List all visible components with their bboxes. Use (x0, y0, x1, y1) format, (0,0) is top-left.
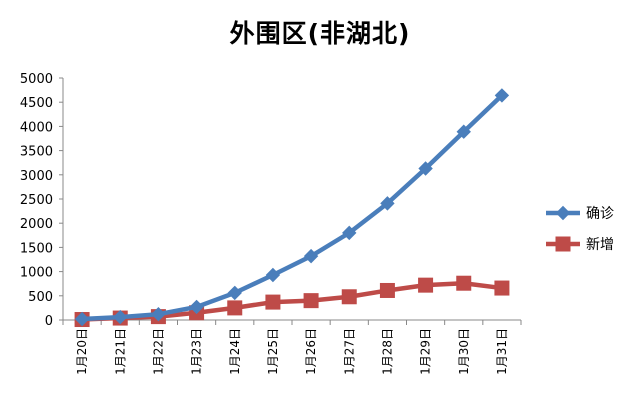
y-tick-label: 1000 (20, 266, 53, 281)
series-confirmed-point (342, 225, 357, 241)
y-tick-label: 4500 (20, 96, 53, 111)
x-tick-label: 1月21日 (113, 328, 127, 375)
y-tick-label: 3500 (20, 145, 53, 160)
series-new-point (379, 282, 395, 298)
chart-title: 外围区(非湖北) (229, 19, 411, 48)
series-new-point (494, 280, 510, 296)
y-tick-label: 0 (45, 314, 53, 329)
series-confirmed-point (265, 267, 281, 283)
x-tick-label: 1月28日 (380, 328, 394, 375)
x-tick-label: 1月22日 (151, 328, 165, 375)
series-new-point (341, 289, 357, 305)
series-group (74, 88, 510, 328)
y-tick-label: 500 (28, 290, 53, 305)
x-tick-label: 1月26日 (304, 328, 318, 375)
y-tick-label: 2500 (20, 193, 53, 208)
x-axis-ticks: 1月20日 1月21日 1月22日 1月23日 1月24日 1月25日 1月26日 1月27日… (62, 320, 522, 375)
x-tick-label: 1月29日 (419, 328, 433, 375)
legend-confirmed-marker (555, 205, 571, 221)
x-tick-label: 1月30日 (457, 328, 471, 375)
series-new-point (227, 300, 243, 316)
series-confirmed-point (303, 248, 319, 264)
series-confirmed-point (494, 88, 510, 103)
y-tick-label: 2000 (20, 217, 53, 232)
y-tick-label: 3000 (20, 169, 53, 184)
series-new-point (303, 293, 319, 309)
series-new-point (456, 275, 472, 291)
y-tick-label: 5000 (20, 72, 53, 87)
x-tick-label: 1月25日 (266, 328, 280, 375)
x-tick-label: 1月20日 (75, 328, 89, 375)
x-tick-label: 1月27日 (342, 328, 356, 375)
series-new-point (418, 277, 434, 293)
series-confirmed-point (74, 311, 90, 327)
series-confirmed-point (113, 309, 128, 325)
x-tick-label: 1月24日 (228, 328, 242, 375)
series-confirmed-point (456, 124, 471, 139)
series-confirmed-point (380, 196, 395, 211)
series-confirmed-point (418, 161, 433, 176)
legend-new-marker (555, 236, 571, 252)
x-tick-label: 1月23日 (190, 328, 204, 375)
series-confirmed-point (151, 306, 166, 322)
y-tick-label: 4000 (20, 120, 53, 135)
y-axis-ticks: 0 500 1000 1500 2000 2500 3000 3500 4000 4500 5000 (20, 72, 63, 329)
legend-confirmed-label: 确诊 (586, 206, 614, 222)
x-tick-label: 1月31日 (495, 328, 509, 375)
legend-new-label: 新增 (586, 237, 614, 253)
series-confirmed-point (227, 285, 242, 301)
y-tick-label: 1500 (20, 241, 53, 256)
series-new-point (265, 294, 281, 310)
series-confirmed-point (189, 299, 204, 315)
